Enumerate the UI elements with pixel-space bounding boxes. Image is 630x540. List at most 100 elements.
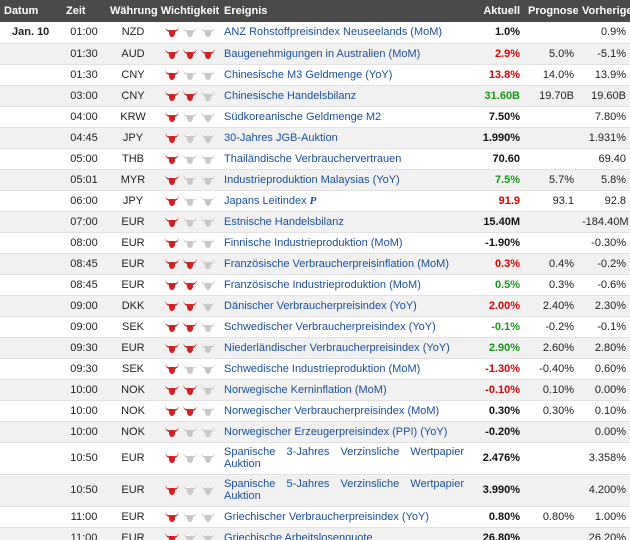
event-link[interactable]: Schwedische Industrieproduktion (MoM) [224, 362, 421, 375]
row-date [0, 527, 62, 540]
table-row[interactable]: 09:00 SEK Schwedischer Verbraucherpreisind… [0, 316, 630, 338]
table-row[interactable]: 09:00 DKK Dänischer Verbraucherpreisindex … [0, 295, 630, 317]
table-row[interactable]: 08:00 EUR Finnische Industrieproduktion (M… [0, 232, 630, 254]
event-link[interactable]: Südkoreanische Geldmenge M2 [224, 110, 382, 123]
event-link[interactable]: Französische Industrieproduktion (MoM) [224, 278, 421, 291]
header-actual[interactable]: Aktuell [472, 0, 525, 22]
event-link[interactable]: Japans Leitindex [224, 194, 307, 207]
bull-icon [182, 426, 198, 438]
row-time: 10:50 [62, 442, 106, 475]
table-row[interactable]: 10:00 NOK Norwegischer Verbraucherpreisind… [0, 400, 630, 422]
row-importance [160, 316, 221, 338]
bull-icon [164, 48, 180, 60]
event-link[interactable]: Spanische 5-Jahres Verzinsliche Wertpapi… [224, 478, 465, 502]
row-time: 08:45 [62, 274, 106, 296]
row-date [0, 169, 62, 191]
event-link[interactable]: Griechischer Verbraucherpreisindex (YoY) [224, 510, 430, 523]
event-link[interactable]: Dänischer Verbraucherpreisindex (YoY) [224, 299, 417, 312]
event-link[interactable]: Finnische Industrieproduktion (MoM) [224, 236, 403, 249]
event-link[interactable]: ANZ Rohstoffpreisindex Neuseelands (MoM) [224, 26, 443, 39]
row-forecast: 2.40% [524, 295, 579, 317]
event-link[interactable]: Norwegischer Erzeugerpreisindex (PPI) (Y… [224, 425, 448, 438]
table-row[interactable]: 01:30 AUD Baugenehmigungen in Australien (… [0, 43, 630, 65]
table-row[interactable]: 01:30 CNY Chinesische M3 Geldmenge (YoY) 13… [0, 64, 630, 86]
row-currency: MYR [106, 169, 160, 191]
row-importance [160, 274, 221, 296]
header-currency-importance[interactable]: Währung Wichtigkeit [106, 0, 221, 22]
bull-icon [200, 511, 216, 523]
event-link[interactable]: Spanische 3-Jahres Verzinsliche Wertpapi… [224, 446, 465, 470]
bull-icon [182, 484, 198, 496]
row-currency: AUD [106, 43, 160, 65]
event-link[interactable]: 30-Jahres JGB-Auktion [224, 131, 338, 144]
event-link[interactable]: Norwegischer Verbraucherpreisindex (MoM) [224, 404, 440, 417]
row-actual: -0.20% [472, 421, 525, 443]
row-previous: -0.30% [578, 232, 630, 254]
row-currency: EUR [106, 527, 160, 540]
table-row[interactable]: 04:00 KRW Südkoreanische Geldmenge M2 7.50%… [0, 106, 630, 128]
row-time: 03:00 [62, 85, 106, 107]
table-row[interactable]: 03:00 CNY Chinesische Handelsbilanz 31.60B 1… [0, 85, 630, 107]
event-link[interactable]: Griechische Arbeitslosenquote [224, 531, 373, 540]
row-importance [160, 85, 221, 107]
row-importance [160, 421, 221, 443]
row-event: Japans Leitindex P [220, 190, 473, 212]
event-link[interactable]: Niederländischer Verbraucherpreisindex (… [224, 341, 450, 354]
table-row[interactable]: 10:00 NOK Norwegischer Erzeugerpreisindex … [0, 421, 630, 443]
row-event: Baugenehmigungen in Australien (MoM) [220, 43, 473, 65]
row-event: Französische Industrieproduktion (MoM) [220, 274, 473, 296]
row-date [0, 43, 62, 65]
event-link[interactable]: Chinesische M3 Geldmenge (YoY) [224, 68, 393, 81]
event-link[interactable]: Schwedischer Verbraucherpreisindex (YoY) [224, 320, 436, 333]
bull-icon [182, 384, 198, 396]
event-link[interactable]: Chinesische Handelsbilanz [224, 89, 357, 102]
row-date [0, 85, 62, 107]
row-actual: 2.90% [472, 337, 525, 359]
row-event: Griechischer Verbraucherpreisindex (YoY) [220, 506, 473, 528]
header-previous[interactable]: Vorherige [578, 0, 630, 22]
event-link[interactable]: Industrieproduktion Malaysias (YoY) [224, 173, 400, 186]
event-link[interactable]: Thailändische Verbrauchervertrauen [224, 152, 402, 165]
bull-icon [164, 195, 180, 207]
row-actual: 26.80% [472, 527, 525, 540]
table-row[interactable]: 08:45 EUR Französische Industrieproduktion… [0, 274, 630, 296]
bull-icon [164, 300, 180, 312]
table-row[interactable]: 08:45 EUR Französische Verbraucherpreisinf… [0, 253, 630, 275]
bull-icon [182, 258, 198, 270]
row-forecast: 0.10% [524, 379, 579, 401]
event-link[interactable]: Baugenehmigungen in Australien (MoM) [224, 47, 421, 60]
row-actual: 1.0% [472, 22, 525, 44]
table-row[interactable]: 10:50 EUR Spanische 3-Jahres Verzinsliche … [0, 442, 630, 475]
table-row[interactable]: 05:01 MYR Industrieproduktion Malaysias (Y… [0, 169, 630, 191]
table-row[interactable]: 09:30 EUR Niederländischer Verbraucherprei… [0, 337, 630, 359]
header-event[interactable]: Ereignis [220, 0, 473, 22]
bull-icon [200, 69, 216, 81]
bull-icon [182, 511, 198, 523]
header-forecast[interactable]: Prognose [524, 0, 579, 22]
event-link[interactable]: Französische Verbraucherpreisinflation (… [224, 257, 449, 270]
row-actual: 0.30% [472, 400, 525, 422]
table-row[interactable]: 06:00 JPY Japans Leitindex P 91.9 93.1 92.8 [0, 190, 630, 212]
row-date [0, 253, 62, 275]
row-event: Norwegischer Verbraucherpreisindex (MoM) [220, 400, 473, 422]
row-forecast [524, 211, 579, 233]
header-time[interactable]: Zeit [62, 0, 106, 22]
row-previous: 92.8 [578, 190, 630, 212]
table-row[interactable]: 05:00 THB Thailändische Verbrauchervertrau… [0, 148, 630, 170]
row-previous: 2.80% [578, 337, 630, 359]
row-event: Schwedischer Verbraucherpreisindex (YoY) [220, 316, 473, 338]
table-row[interactable]: 10:00 NOK Norwegische Kerninflation (MoM) -… [0, 379, 630, 401]
event-link[interactable]: Norwegische Kerninflation (MoM) [224, 383, 387, 396]
row-previous: 3.358% [578, 442, 630, 475]
table-row[interactable]: 10:50 EUR Spanische 5-Jahres Verzinsliche … [0, 474, 630, 507]
table-row[interactable]: Jan. 10 01:00 NZD ANZ Rohstoffpreisindex Ne… [0, 22, 630, 44]
table-row[interactable]: 11:00 EUR Griechische Arbeitslosenquote 26.… [0, 527, 630, 540]
table-row[interactable]: 09:30 SEK Schwedische Industrieproduktion … [0, 358, 630, 380]
header-date[interactable]: Datum [0, 0, 62, 22]
bull-icon [164, 426, 180, 438]
table-row[interactable]: 04:45 JPY 30-Jahres JGB-Auktion 1.990% 1.931… [0, 127, 630, 149]
table-row[interactable]: 07:00 EUR Estnische Handelsbilanz 15.40M -18… [0, 211, 630, 233]
table-row[interactable]: 11:00 EUR Griechischer Verbraucherpreisind… [0, 506, 630, 528]
row-actual: 3.990% [472, 474, 525, 507]
event-link[interactable]: Estnische Handelsbilanz [224, 215, 344, 228]
